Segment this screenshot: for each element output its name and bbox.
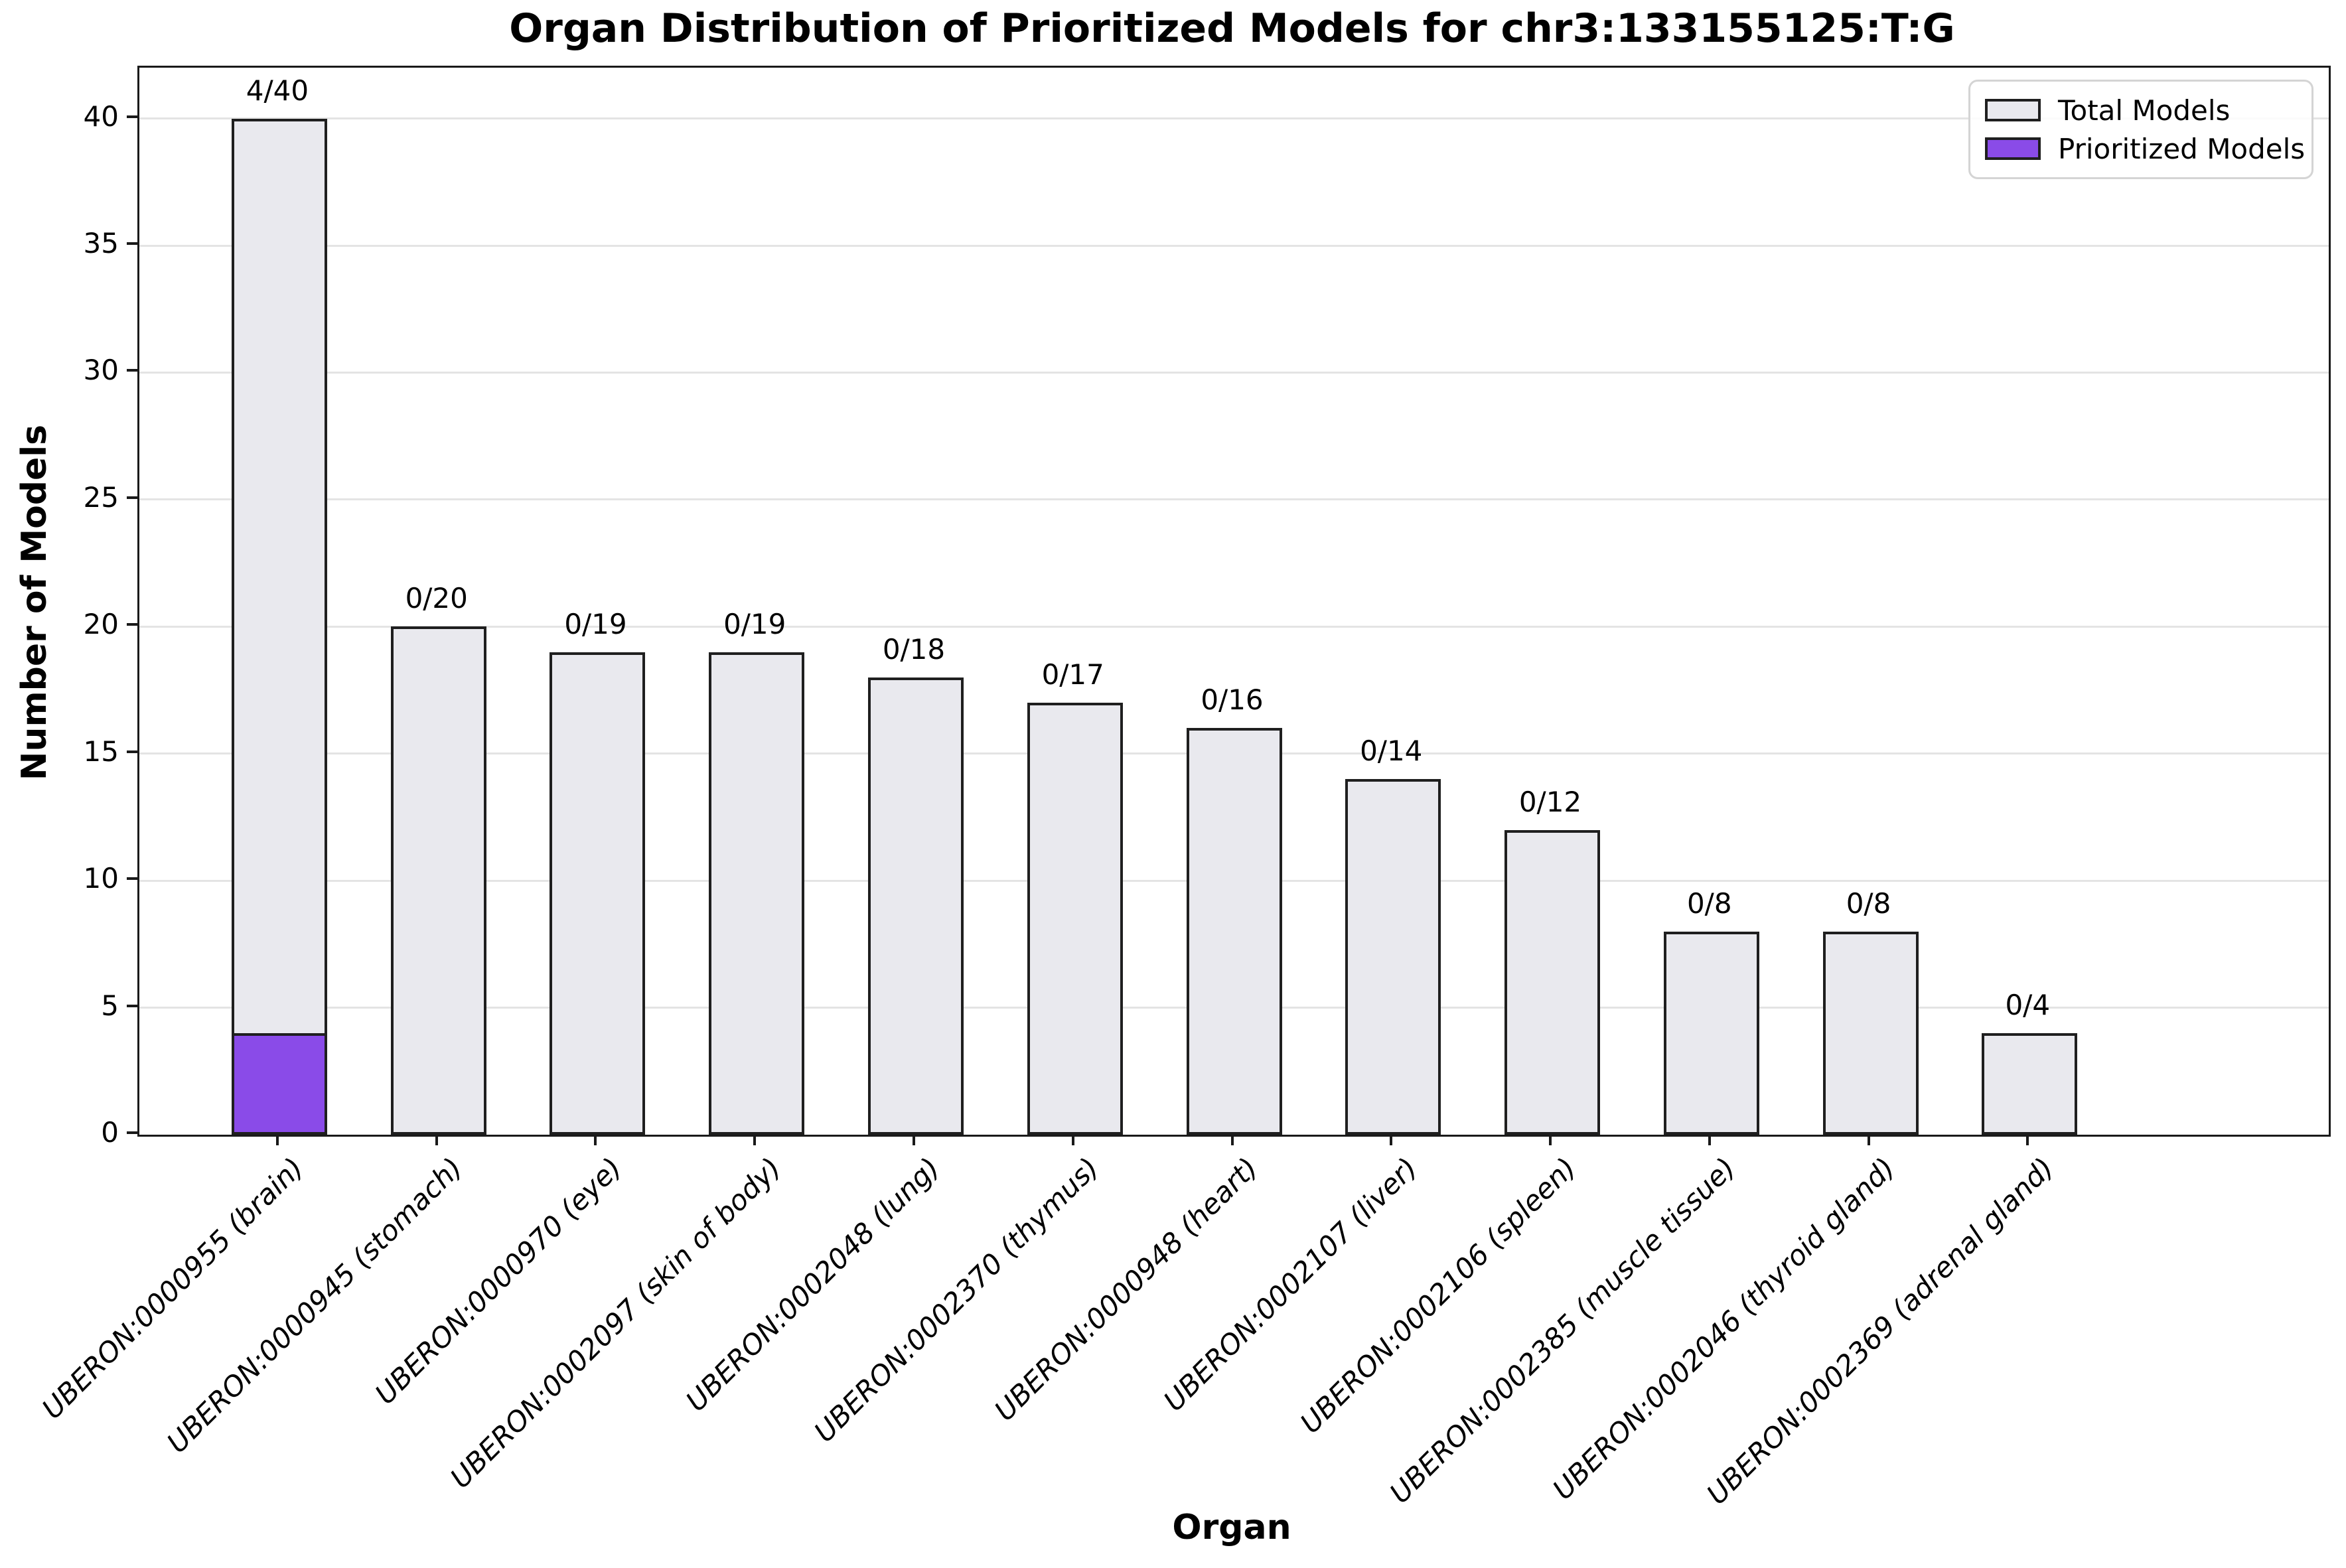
bar-count-label-10: 0/8 — [1846, 887, 1891, 920]
legend: Total Models Prioritized Models — [1968, 80, 2313, 179]
bar-count-label-3: 0/19 — [723, 607, 786, 640]
x-tick-9 — [1708, 1135, 1711, 1145]
x-tick-label-1: UBERON:0000945 (stomach) — [161, 1151, 469, 1460]
y-tick-label-5: 5 — [101, 989, 119, 1022]
gridline-y-40 — [139, 117, 2329, 120]
x-tick-6 — [1230, 1135, 1234, 1145]
x-tick-7 — [1390, 1135, 1393, 1145]
y-tick-40 — [127, 115, 137, 118]
y-tick-label-10: 10 — [83, 862, 119, 895]
bar-total-7 — [1345, 779, 1441, 1135]
chart-title: Organ Distribution of Prioritized Models… — [509, 5, 1955, 52]
x-tick-label-5: UBERON:0002370 (thymus) — [808, 1151, 1106, 1449]
x-tick-0 — [275, 1135, 279, 1145]
legend-swatch-prioritized-models — [1985, 137, 2041, 160]
bar-prioritized-0 — [231, 1033, 327, 1135]
x-tick-3 — [753, 1135, 757, 1145]
legend-label-prioritized-models: Prioritized Models — [2058, 132, 2306, 165]
bar-count-label-7: 0/14 — [1360, 735, 1423, 767]
x-tick-label-3: UBERON:0002097 (skin of body) — [443, 1151, 787, 1495]
gridline-y-20 — [139, 625, 2329, 628]
bar-count-label-1: 0/20 — [405, 582, 468, 615]
y-tick-0 — [127, 1131, 137, 1134]
legend-entry-prioritized: Prioritized Models — [1985, 129, 2305, 168]
y-tick-label-15: 15 — [83, 735, 119, 768]
x-tick-label-9: UBERON:0002385 (muscle tissue) — [1383, 1151, 1742, 1510]
x-tick-label-7: UBERON:0002107 (liver) — [1157, 1151, 1424, 1418]
bar-count-label-0: 4/40 — [246, 74, 309, 107]
x-tick-11 — [2026, 1135, 2029, 1145]
y-tick-5 — [127, 1004, 137, 1007]
x-tick-5 — [1071, 1135, 1074, 1145]
y-tick-20 — [127, 623, 137, 626]
x-tick-4 — [912, 1135, 915, 1145]
x-tick-label-4: UBERON:0002048 (lung) — [680, 1151, 946, 1418]
y-tick-label-20: 20 — [83, 608, 119, 641]
x-tick-1 — [435, 1135, 438, 1145]
y-axis-label: Number of Models — [15, 424, 54, 781]
legend-label-total-models: Total Models — [2058, 94, 2231, 127]
y-tick-15 — [127, 750, 137, 753]
gridline-y-25 — [139, 498, 2329, 501]
y-tick-25 — [127, 496, 137, 499]
y-tick-label-25: 25 — [83, 480, 119, 514]
bar-total-8 — [1504, 830, 1600, 1135]
bar-count-label-4: 0/18 — [882, 632, 946, 666]
gridline-y-30 — [139, 371, 2329, 374]
legend-entry-total: Total Models — [1985, 91, 2297, 129]
bar-total-6 — [1186, 728, 1282, 1135]
y-tick-label-0: 0 — [101, 1116, 119, 1149]
bar-total-10 — [1822, 932, 1919, 1135]
x-axis-label: Organ — [1172, 1508, 1291, 1547]
y-tick-30 — [127, 369, 137, 372]
x-tick-8 — [1549, 1135, 1552, 1145]
bar-count-label-8: 0/12 — [1518, 785, 1582, 818]
bar-total-3 — [709, 652, 805, 1135]
x-tick-label-6: UBERON:0000948 (heart) — [988, 1151, 1265, 1427]
x-tick-10 — [1867, 1135, 1870, 1145]
bar-total-0 — [231, 119, 327, 1135]
y-tick-label-30: 30 — [83, 354, 119, 387]
y-tick-10 — [127, 877, 137, 881]
x-tick-label-11: UBERON:0002369 (adrenal gland) — [1700, 1151, 2060, 1511]
bar-total-1 — [390, 626, 486, 1135]
bar-count-label-6: 0/16 — [1201, 683, 1264, 717]
bar-count-label-11: 0/4 — [2005, 988, 2051, 1021]
bar-total-2 — [550, 652, 646, 1135]
y-tick-label-35: 35 — [83, 227, 119, 259]
bar-count-label-2: 0/19 — [564, 607, 627, 640]
bar-total-5 — [1027, 703, 1123, 1135]
x-tick-label-10: UBERON:0002046 (thyroid gland) — [1546, 1151, 1901, 1506]
plot-area — [137, 66, 2331, 1137]
x-tick-label-0: UBERON:0000955 (brain) — [35, 1151, 310, 1425]
bar-count-label-5: 0/17 — [1041, 658, 1104, 691]
bar-count-label-9: 0/8 — [1686, 887, 1732, 920]
bar-total-11 — [1982, 1033, 2078, 1135]
bar-total-4 — [867, 677, 964, 1135]
legend-swatch-total-models — [1985, 99, 2041, 121]
x-tick-label-8: UBERON:0002106 (spleen) — [1294, 1151, 1583, 1440]
gridline-y-35 — [139, 244, 2329, 247]
y-tick-35 — [127, 242, 137, 245]
x-tick-2 — [594, 1135, 597, 1145]
bar-total-9 — [1663, 932, 1759, 1135]
y-tick-label-40: 40 — [83, 100, 119, 133]
